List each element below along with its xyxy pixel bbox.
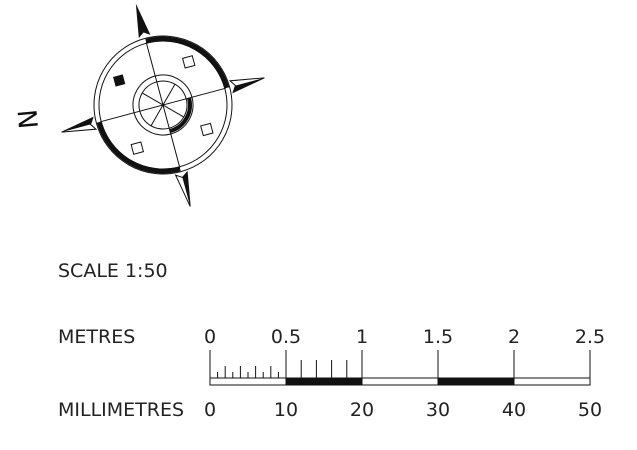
- millimetre-tick-label: 30: [426, 399, 450, 421]
- arrow-head-top: [135, 3, 151, 38]
- north-arrow: [61, 3, 265, 207]
- millimetre-tick-label: 20: [350, 399, 374, 421]
- millimetre-tick-label: 0: [204, 399, 216, 421]
- square-marker-filled: [113, 74, 126, 87]
- square-marker: [181, 55, 196, 69]
- outer-ring: [93, 35, 233, 175]
- square-marker: [130, 141, 145, 155]
- scale-bar-outline: [209, 377, 591, 386]
- thick-arc-left: [96, 121, 181, 174]
- inner-ring: [132, 74, 194, 136]
- millimetres-label: MILLIMETRES: [58, 399, 184, 421]
- inner-thick-arc: [169, 97, 192, 134]
- millimetre-tick-label: 10: [274, 399, 298, 421]
- metres-label: METRES: [58, 326, 135, 348]
- north-letter: N: [13, 108, 45, 130]
- metre-tick-label: 0.5: [271, 326, 301, 348]
- metre-tick-label: 2.5: [575, 326, 605, 348]
- thick-arc-right: [145, 36, 230, 89]
- metre-tick-label: 1.5: [423, 326, 453, 348]
- scale-segment-filled: [438, 378, 514, 385]
- scale-segment-filled: [286, 378, 362, 385]
- scale-bar: 0 0.5 1 1.5 2 2.5 0 10: [204, 326, 605, 421]
- millimetre-tick-label: 40: [502, 399, 526, 421]
- scale-label: SCALE 1:50: [58, 260, 168, 282]
- millimetre-tick-label: 50: [578, 399, 602, 421]
- square-marker: [200, 122, 214, 137]
- metre-tick-label: 2: [508, 326, 520, 348]
- metre-tick-label: 0: [204, 326, 216, 348]
- metre-tick-label: 1: [356, 326, 368, 348]
